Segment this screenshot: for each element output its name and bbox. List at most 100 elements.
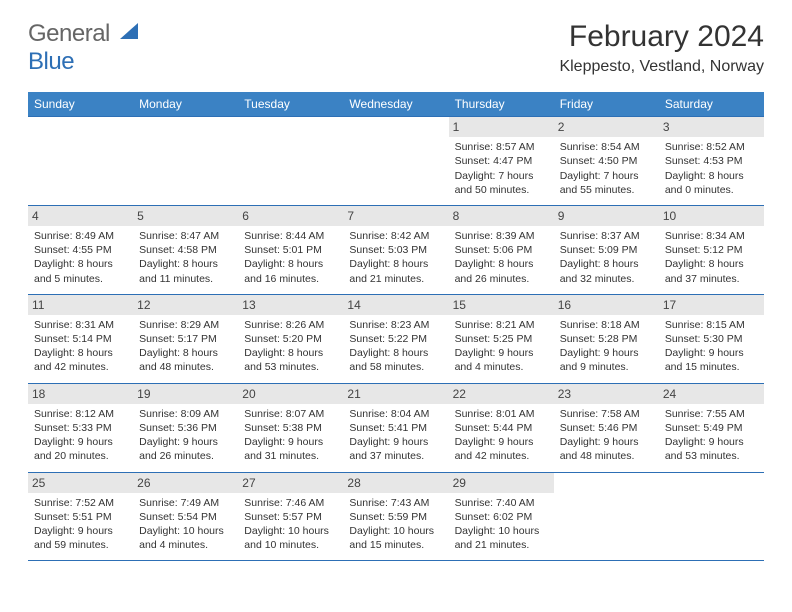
daylight-text: and 26 minutes. — [455, 272, 548, 286]
day-number: 21 — [343, 384, 448, 404]
daylight-text: Daylight: 9 hours — [665, 435, 758, 449]
day-cell: 15Sunrise: 8:21 AMSunset: 5:25 PMDayligh… — [449, 294, 554, 383]
sunrise-text: Sunrise: 8:42 AM — [349, 229, 442, 243]
day-cell: 29Sunrise: 7:40 AMSunset: 6:02 PMDayligh… — [449, 472, 554, 561]
calendar-week-row: 1 Sunrise: 8:57 AMSunset: 4:47 PM Daylight… — [28, 117, 764, 206]
calendar-week-row: 4Sunrise: 8:49 AMSunset: 4:55 PMDaylight… — [28, 205, 764, 294]
weekday-header: Friday — [554, 92, 659, 117]
day-cell: 19Sunrise: 8:09 AMSunset: 5:36 PMDayligh… — [133, 383, 238, 472]
sunset-text: Sunset: 5:06 PM — [455, 243, 548, 257]
daylight-text: Daylight: 9 hours — [455, 346, 548, 360]
day-number: 24 — [659, 384, 764, 404]
empty-cell — [238, 117, 343, 206]
sunrise-text: Sunrise: 8:37 AM — [560, 229, 653, 243]
day-number: 4 — [28, 206, 133, 226]
sunrise-text: Sunrise: 7:52 AM — [34, 496, 127, 510]
day-cell: 7Sunrise: 8:42 AMSunset: 5:03 PMDaylight… — [343, 205, 448, 294]
daylight-text: and 9 minutes. — [560, 360, 653, 374]
daylight-text: Daylight: 8 hours — [34, 257, 127, 271]
sunrise-text: Sunrise: 8:57 AM — [455, 140, 548, 154]
daylight-text: Daylight: 10 hours — [244, 524, 337, 538]
daylight-text: and 58 minutes. — [349, 360, 442, 374]
sunrise-text: Sunrise: 8:26 AM — [244, 318, 337, 332]
day-number: 10 — [659, 206, 764, 226]
daylight-text: Daylight: 9 hours — [349, 435, 442, 449]
daylight-text: and 55 minutes. — [560, 183, 653, 197]
weekday-header: Monday — [133, 92, 238, 117]
daylight-text: Daylight: 10 hours — [139, 524, 232, 538]
daylight-text: Daylight: 8 hours — [455, 257, 548, 271]
daylight-text: and 48 minutes. — [560, 449, 653, 463]
day-number: 13 — [238, 295, 343, 315]
day-cell: 10Sunrise: 8:34 AMSunset: 5:12 PMDayligh… — [659, 205, 764, 294]
day-cell: 3Sunrise: 8:52 AMSunset: 4:53 PMDaylight… — [659, 117, 764, 206]
daylight-text: and 42 minutes. — [34, 360, 127, 374]
daylight-text: Daylight: 9 hours — [560, 346, 653, 360]
sunset-text: Sunset: 5:17 PM — [139, 332, 232, 346]
daylight-text: and 0 minutes. — [665, 183, 758, 197]
daylight-text: Daylight: 8 hours — [560, 257, 653, 271]
day-cell: 27Sunrise: 7:46 AMSunset: 5:57 PMDayligh… — [238, 472, 343, 561]
daylight-text: and 53 minutes. — [665, 449, 758, 463]
day-number: 12 — [133, 295, 238, 315]
daylight-text: and 16 minutes. — [244, 272, 337, 286]
daylight-text: and 15 minutes. — [665, 360, 758, 374]
sunrise-text: Sunrise: 8:31 AM — [34, 318, 127, 332]
sunrise-text: Sunrise: 8:07 AM — [244, 407, 337, 421]
sunrise-text: Sunrise: 8:21 AM — [455, 318, 548, 332]
sunset-text: Sunset: 5:09 PM — [560, 243, 653, 257]
daylight-text: Daylight: 8 hours — [244, 346, 337, 360]
calendar-table: SundayMondayTuesdayWednesdayThursdayFrid… — [28, 92, 764, 562]
sunset-text: Sunset: 5:12 PM — [665, 243, 758, 257]
daylight-text: and 53 minutes. — [244, 360, 337, 374]
sunset-text: Sunset: 5:03 PM — [349, 243, 442, 257]
calendar-week-row: 11Sunrise: 8:31 AMSunset: 5:14 PMDayligh… — [28, 294, 764, 383]
daylight-text: and 48 minutes. — [139, 360, 232, 374]
daylight-text: and 10 minutes. — [244, 538, 337, 552]
daylight-text: Daylight: 9 hours — [34, 524, 127, 538]
day-number: 17 — [659, 295, 764, 315]
day-number: 5 — [133, 206, 238, 226]
sunset-text: Sunset: 4:55 PM — [34, 243, 127, 257]
day-cell: 23Sunrise: 7:58 AMSunset: 5:46 PMDayligh… — [554, 383, 659, 472]
day-number: 6 — [238, 206, 343, 226]
day-cell: 4Sunrise: 8:49 AMSunset: 4:55 PMDaylight… — [28, 205, 133, 294]
day-cell: 11Sunrise: 8:31 AMSunset: 5:14 PMDayligh… — [28, 294, 133, 383]
day-cell: 26Sunrise: 7:49 AMSunset: 5:54 PMDayligh… — [133, 472, 238, 561]
day-number: 9 — [554, 206, 659, 226]
logo-word-1: General — [28, 20, 110, 47]
daylight-text: Daylight: 9 hours — [665, 346, 758, 360]
day-number: 26 — [133, 473, 238, 493]
day-cell: 2Sunrise: 8:54 AMSunset: 4:50 PMDaylight… — [554, 117, 659, 206]
sunset-text: Sunset: 5:49 PM — [665, 421, 758, 435]
sunset-text: Sunset: 5:51 PM — [34, 510, 127, 524]
sunrise-text: Sunrise: 8:12 AM — [34, 407, 127, 421]
day-cell: 20Sunrise: 8:07 AMSunset: 5:38 PMDayligh… — [238, 383, 343, 472]
sunset-text: Sunset: 5:28 PM — [560, 332, 653, 346]
day-cell: 8Sunrise: 8:39 AMSunset: 5:06 PMDaylight… — [449, 205, 554, 294]
daylight-text: Daylight: 8 hours — [244, 257, 337, 271]
title-block: February 2024 Kleppesto, Vestland, Norwa… — [559, 20, 764, 76]
daylight-text: Daylight: 8 hours — [665, 169, 758, 183]
daylight-text: and 20 minutes. — [34, 449, 127, 463]
header: General Blue February 2024 Kleppesto, Ve… — [28, 20, 764, 76]
daylight-text: Daylight: 9 hours — [34, 435, 127, 449]
empty-cell — [133, 117, 238, 206]
daylight-text: Daylight: 9 hours — [244, 435, 337, 449]
day-cell: 1Sunrise: 8:57 AMSunset: 4:47 PMDaylight… — [449, 117, 554, 206]
daylight-text: and 59 minutes. — [34, 538, 127, 552]
daylight-text: and 4 minutes. — [139, 538, 232, 552]
weekday-header: Tuesday — [238, 92, 343, 117]
day-cell: 28Sunrise: 7:43 AMSunset: 5:59 PMDayligh… — [343, 472, 448, 561]
sunset-text: Sunset: 5:25 PM — [455, 332, 548, 346]
day-number: 18 — [28, 384, 133, 404]
sunset-text: Sunset: 5:59 PM — [349, 510, 442, 524]
sunset-text: Sunset: 5:57 PM — [244, 510, 337, 524]
day-number: 8 — [449, 206, 554, 226]
day-number: 1 — [449, 117, 554, 137]
sunrise-text: Sunrise: 8:15 AM — [665, 318, 758, 332]
daylight-text: Daylight: 9 hours — [455, 435, 548, 449]
sunrise-text: Sunrise: 8:01 AM — [455, 407, 548, 421]
day-cell: 22Sunrise: 8:01 AMSunset: 5:44 PMDayligh… — [449, 383, 554, 472]
sunset-text: Sunset: 4:47 PM — [455, 154, 548, 168]
